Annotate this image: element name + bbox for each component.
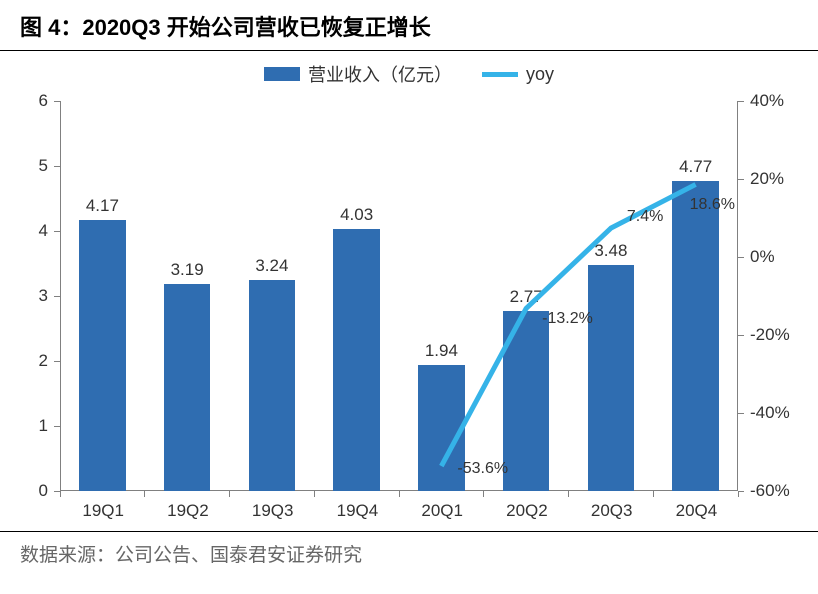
- legend-bar-swatch: [264, 67, 300, 81]
- x-tick-label: 20Q4: [676, 501, 718, 521]
- bar: [672, 181, 719, 491]
- y-left-tick-label: 5: [39, 156, 48, 176]
- plot-area: 0123456-60%-40%-20%0%20%40%4.1719Q13.191…: [60, 101, 738, 491]
- y-left-tick-label: 0: [39, 481, 48, 501]
- bar-value-label: 4.03: [340, 205, 373, 225]
- bar: [164, 284, 211, 491]
- y-right-tick-label: 0%: [750, 247, 775, 267]
- bar: [333, 229, 380, 491]
- bar-value-label: 4.77: [679, 157, 712, 177]
- y-right-tick-label: 20%: [750, 169, 784, 189]
- y-right-tick-label: -60%: [750, 481, 790, 501]
- bar: [79, 220, 126, 491]
- bar: [249, 280, 296, 491]
- bar-value-label: 3.48: [594, 241, 627, 261]
- legend-line-swatch: [482, 72, 518, 77]
- y-left-tick-label: 4: [39, 221, 48, 241]
- line-value-label: 7.4%: [627, 208, 663, 226]
- chart-area: 营业收入（亿元） yoy 0123456-60%-40%-20%0%20%40%…: [0, 51, 818, 531]
- bar: [503, 311, 550, 491]
- y-right-tick-label: -20%: [750, 325, 790, 345]
- yoy-line: [60, 101, 738, 491]
- line-value-label: 18.6%: [690, 196, 735, 214]
- y-left-tick-label: 3: [39, 286, 48, 306]
- x-tick-label: 19Q1: [82, 501, 124, 521]
- legend-bar-label: 营业收入（亿元）: [308, 61, 452, 87]
- title-bar: 图 4：2020Q3 开始公司营收已恢复正增长: [0, 0, 818, 51]
- bar-value-label: 1.94: [425, 341, 458, 361]
- legend-line-label: yoy: [526, 64, 554, 85]
- x-tick-label: 20Q2: [506, 501, 548, 521]
- bar: [588, 265, 635, 491]
- figure-title: 图 4：2020Q3 开始公司营收已恢复正增长: [20, 15, 431, 40]
- legend: 营业收入（亿元） yoy: [0, 61, 818, 87]
- bar-value-label: 4.17: [86, 196, 119, 216]
- legend-item-bar: 营业收入（亿元）: [264, 61, 452, 87]
- source-bar: 数据来源：公司公告、国泰君安证券研究: [0, 531, 818, 573]
- x-tick-label: 19Q4: [337, 501, 379, 521]
- line-value-label: -13.2%: [542, 310, 593, 328]
- legend-item-line: yoy: [482, 64, 554, 85]
- x-tick-label: 20Q1: [421, 501, 463, 521]
- x-tick-label: 20Q3: [591, 501, 633, 521]
- figure-container: 图 4：2020Q3 开始公司营收已恢复正增长 营业收入（亿元） yoy 012…: [0, 0, 818, 594]
- y-left-tick-label: 2: [39, 351, 48, 371]
- source-text: 数据来源：公司公告、国泰君安证券研究: [20, 545, 362, 566]
- y-right-tick-label: -40%: [750, 403, 790, 423]
- x-tick-label: 19Q3: [252, 501, 294, 521]
- x-tick-label: 19Q2: [167, 501, 209, 521]
- bar-value-label: 2.77: [510, 287, 543, 307]
- y-right-tick-label: 40%: [750, 91, 784, 111]
- bar-value-label: 3.24: [255, 256, 288, 276]
- line-value-label: -53.6%: [457, 460, 508, 478]
- y-left-tick-label: 6: [39, 91, 48, 111]
- y-left-tick-label: 1: [39, 416, 48, 436]
- bar-value-label: 3.19: [171, 260, 204, 280]
